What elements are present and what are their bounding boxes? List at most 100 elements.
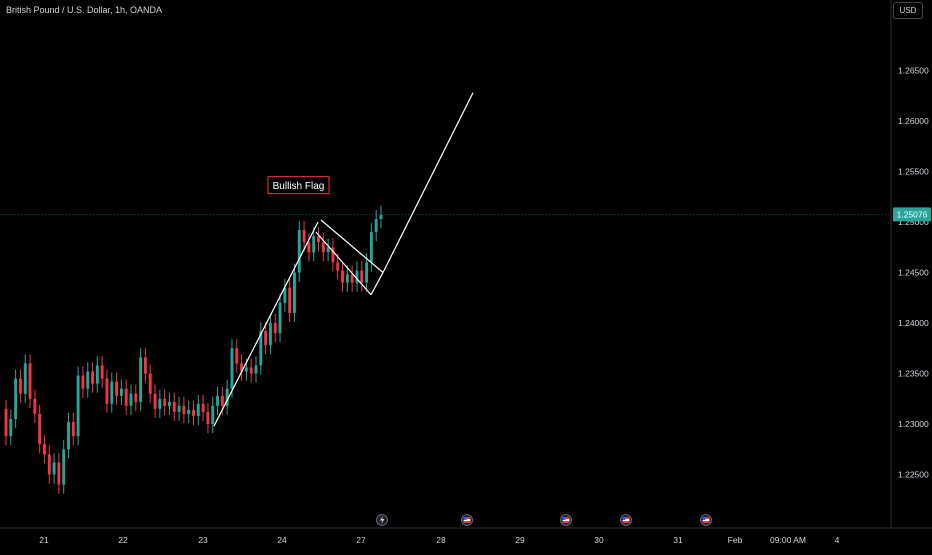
candle-body (259, 331, 263, 366)
flag-icon-1[interactable] (461, 514, 473, 526)
x-tick-label: 28 (436, 535, 446, 545)
candle-body (379, 214, 383, 219)
flagpole-line[interactable] (213, 221, 319, 427)
candle-body (153, 393, 157, 409)
candle-body (71, 422, 75, 437)
flag-lower-line[interactable] (315, 231, 372, 296)
candle-body (134, 393, 138, 402)
candle-body (62, 449, 66, 485)
y-tick-label: 1.25500 (898, 167, 929, 177)
x-axis[interactable]: 21 22 23 24 27 28 29 30 31 Feb 09:00 AM 4 (39, 535, 839, 545)
symbol-title: British Pound / U.S. Dollar, 1h, OANDA (6, 5, 163, 15)
candle-body (278, 302, 282, 334)
candle-body (331, 247, 335, 263)
currency-button[interactable]: USD (893, 2, 923, 19)
candle-body (192, 409, 195, 416)
x-tick-label: 27 (356, 535, 366, 545)
candle-body (148, 373, 152, 394)
candle-body (211, 405, 215, 425)
y-axis[interactable]: 1.22500 1.23000 1.23500 1.24000 1.24500 1.250… (898, 66, 929, 480)
candle-body (350, 274, 354, 283)
candle-body (345, 274, 349, 283)
x-tick-label: 23 (198, 535, 208, 545)
candle-body (23, 363, 27, 394)
candle-body (95, 365, 99, 384)
candle-body (28, 363, 32, 399)
candle-body (182, 405, 186, 414)
annotation-label: Bullish Flag (273, 181, 325, 192)
candle-body (33, 398, 37, 414)
candle-body (317, 236, 320, 243)
candle-body (360, 270, 364, 283)
candle-body (47, 454, 51, 475)
candle-body (105, 378, 109, 404)
candle-body (230, 348, 234, 389)
candle-body (124, 388, 128, 406)
candle-body (168, 401, 171, 406)
current-price-marker: 1.25076 (0, 207, 931, 222)
x-tick-label: 29 (515, 535, 525, 545)
flag-icon-2[interactable] (560, 514, 572, 526)
candle-body (220, 395, 224, 406)
flag-icon-3[interactable] (620, 514, 632, 526)
candle-body (163, 398, 167, 406)
candle-body (38, 413, 42, 445)
candle-body (139, 357, 143, 402)
drawings[interactable]: Bullish Flag (213, 92, 474, 427)
y-tick-label: 1.26000 (898, 116, 929, 126)
x-tick-label: Feb (728, 535, 743, 545)
y-tick-label: 1.22500 (898, 470, 929, 480)
candle-body (201, 403, 205, 412)
y-tick-label: 1.23000 (898, 419, 929, 429)
candle-body (216, 395, 219, 406)
flag-close-line[interactable] (370, 272, 384, 296)
candle-body (326, 247, 330, 253)
annotation-box[interactable] (267, 176, 330, 195)
candle-body (115, 381, 119, 396)
candle-body (110, 381, 114, 404)
candle-body (268, 323, 272, 346)
candle-body (81, 375, 85, 389)
flag-icon-4[interactable] (700, 514, 712, 526)
x-tick-label: 30 (594, 535, 604, 545)
candle-body (158, 398, 162, 409)
candle-body (172, 401, 176, 412)
candle-body (374, 218, 378, 233)
x-tick-label: 09:00 AM (770, 535, 806, 545)
axis-lines (0, 0, 932, 529)
candle-body (43, 444, 46, 455)
candle-body (177, 405, 181, 412)
candle-body (67, 422, 70, 450)
candle-body (341, 270, 344, 283)
candle-body (297, 230, 301, 273)
candle-body (321, 242, 325, 253)
y-tick-label: 1.26500 (898, 66, 929, 76)
price-badge (893, 207, 931, 222)
price-badge-label: 1.25076 (897, 209, 928, 219)
y-tick-label: 1.25000 (898, 217, 929, 227)
candle-body (336, 262, 340, 271)
candle-body (9, 418, 13, 437)
candle-body (244, 367, 248, 372)
projection-line[interactable] (382, 92, 474, 273)
candle-body (355, 270, 359, 283)
event-markers[interactable] (376, 514, 712, 526)
candle-body (273, 323, 277, 334)
lightning-icon[interactable] (376, 514, 388, 526)
y-tick-label: 1.23500 (898, 369, 929, 379)
flag-upper-line[interactable] (320, 219, 384, 273)
x-tick-label: 22 (118, 535, 128, 545)
candle-body (240, 363, 244, 372)
y-tick-label: 1.24000 (898, 318, 929, 328)
candle-body (365, 262, 369, 283)
candle-body (293, 272, 296, 313)
candle-body (86, 371, 90, 389)
x-tick-label: 4 (835, 535, 840, 545)
candle-body (288, 287, 292, 313)
candle-body (76, 375, 80, 437)
candle-body (100, 365, 104, 379)
candle-body (196, 403, 200, 416)
candle-body (225, 388, 229, 406)
